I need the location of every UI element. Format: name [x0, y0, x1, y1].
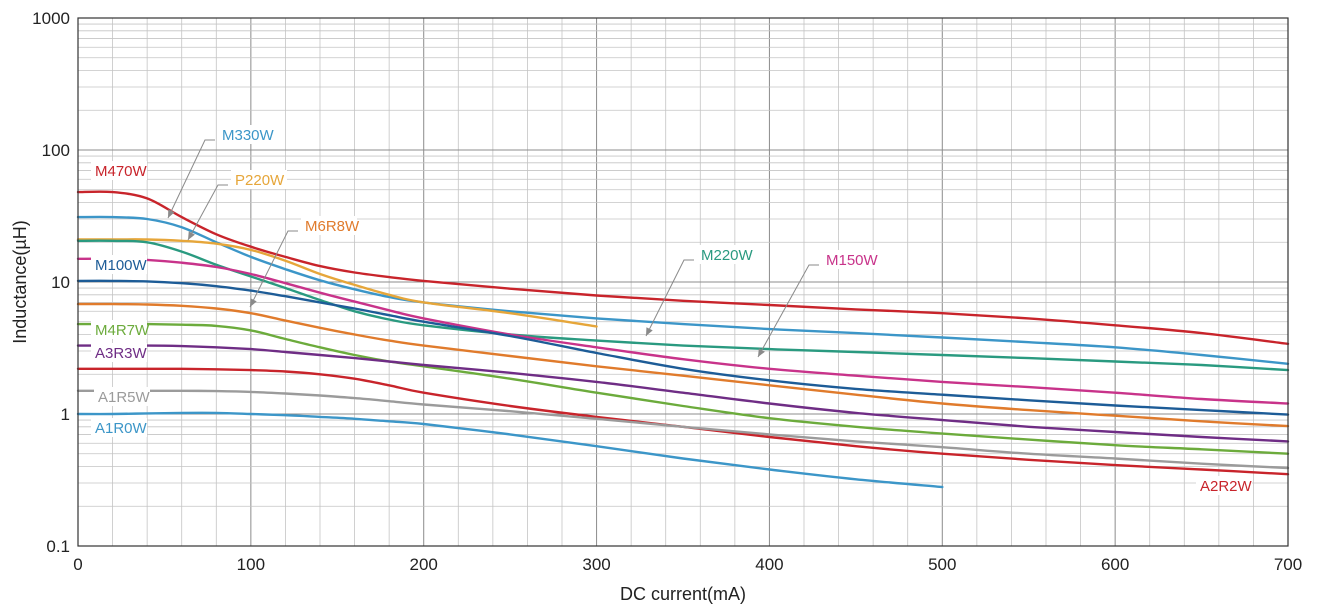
series-label-m4r7w: M4R7W	[95, 322, 150, 339]
arrowhead-m220w	[646, 327, 653, 336]
series-line-m100w	[76, 279, 1290, 416]
series-label-a1r5w: A1R5W	[98, 389, 151, 406]
label-background-a1r0w	[91, 418, 147, 437]
plot-frame	[77, 17, 1289, 547]
leader-line-m330w	[167, 139, 215, 219]
x-tick-label: 400	[755, 555, 783, 574]
arrowhead-m6r8w	[250, 298, 257, 307]
label-background-a3r3w	[91, 343, 147, 362]
series-label-m6r8w: M6R8W	[305, 218, 360, 235]
leader-line-m6r8w	[249, 230, 298, 308]
x-tick-label: 500	[928, 555, 956, 574]
x-tick-label: 200	[410, 555, 438, 574]
label-background-m100w	[91, 255, 147, 274]
series-label-p220w: P220W	[235, 172, 285, 189]
label-background-m220w	[697, 245, 753, 264]
x-tick-label: 300	[582, 555, 610, 574]
series-label-m100w: M100W	[95, 257, 148, 274]
leader-lines	[167, 139, 819, 358]
leader-line-p220w	[187, 184, 228, 241]
x-tick-label: 0	[73, 555, 82, 574]
y-axis-title: Inductance(µH)	[10, 220, 30, 343]
y-tick-label: 1	[61, 405, 70, 424]
series-line-m470w	[76, 190, 1290, 345]
label-background-a1r5w	[94, 387, 150, 406]
label-background-m470w	[91, 161, 147, 180]
series-line-a3r3w	[76, 344, 1290, 443]
series-label-m150w: M150W	[826, 252, 879, 269]
y-tick-label: 0.1	[46, 537, 70, 556]
label-background-a2r2w	[1196, 476, 1252, 495]
series-labels: M470W M330W P220W M220W M150W M100W M6R8W M4R7W…	[91, 125, 1253, 495]
y-tick-label: 10	[51, 273, 70, 292]
arrowhead-m330w	[168, 209, 175, 218]
series-line-a1r5w	[76, 389, 1290, 470]
series-line-a2r2w	[76, 367, 1290, 476]
series-label-a2r2w: A2R2W	[1200, 478, 1253, 495]
label-background-p220w	[231, 170, 287, 189]
x-tick-label: 700	[1274, 555, 1302, 574]
x-tick-label: 600	[1101, 555, 1129, 574]
label-background-m6r8w	[301, 216, 357, 235]
series-line-a1r0w	[76, 411, 944, 489]
leader-line-m150w	[757, 264, 819, 358]
series-line-m330w	[76, 215, 1290, 365]
label-background-m150w	[822, 250, 878, 269]
series-line-m150w	[76, 257, 1290, 405]
arrowhead-p220w	[188, 231, 195, 240]
x-tick-label: 100	[237, 555, 265, 574]
y-tick-label: 100	[42, 141, 70, 160]
series-line-m6r8w	[76, 302, 1290, 428]
series-label-m330w: M330W	[222, 127, 275, 144]
series-label-m220w: M220W	[701, 247, 754, 264]
tick-labels: 0 100 200 300 400 500 600 700 0.1 1 10 100 1000	[32, 9, 1302, 574]
series-line-m4r7w	[76, 322, 1290, 455]
arrowhead-m150w	[758, 348, 765, 357]
label-background-m4r7w	[91, 320, 147, 339]
y-tick-label: 1000	[32, 9, 70, 28]
curves	[76, 190, 1290, 489]
leader-line-m220w	[645, 259, 694, 337]
grid	[77, 18, 1289, 547]
series-label-m470w: M470W	[95, 163, 148, 180]
series-label-a3r3w: A3R3W	[95, 345, 148, 362]
series-line-p220w	[76, 238, 598, 328]
x-axis-title: DC current(mA)	[620, 584, 746, 604]
series-label-a1r0w: A1R0W	[95, 420, 148, 437]
label-background-m330w	[218, 125, 274, 144]
